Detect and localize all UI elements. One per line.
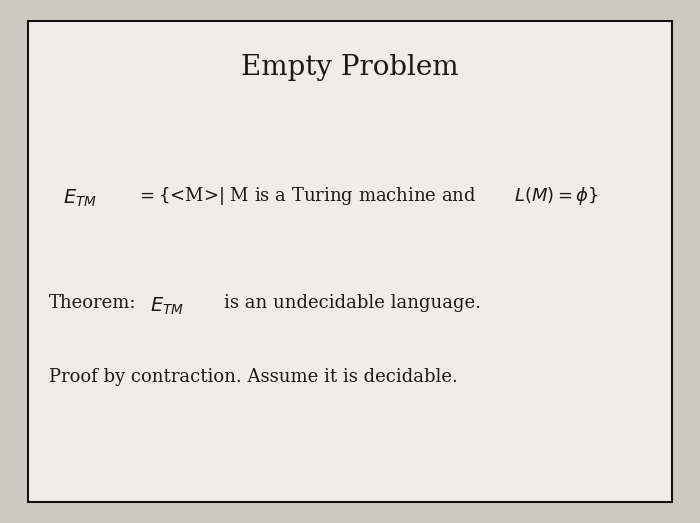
Text: $E_{TM}$: $E_{TM}$ xyxy=(150,295,185,316)
Text: $E_{TM}$: $E_{TM}$ xyxy=(63,188,97,209)
Text: Theorem:: Theorem: xyxy=(49,294,136,312)
Text: is an undecidable language.: is an undecidable language. xyxy=(224,294,481,312)
Text: Empty Problem: Empty Problem xyxy=(241,54,458,82)
Text: $L(M) = \phi\}$: $L(M) = \phi\}$ xyxy=(514,185,599,207)
Text: Proof by contraction. Assume it is decidable.: Proof by contraction. Assume it is decid… xyxy=(49,368,458,385)
Text: $=\{$<M>$|$ M is a Turing machine and: $=\{$<M>$|$ M is a Turing machine and xyxy=(136,185,477,207)
